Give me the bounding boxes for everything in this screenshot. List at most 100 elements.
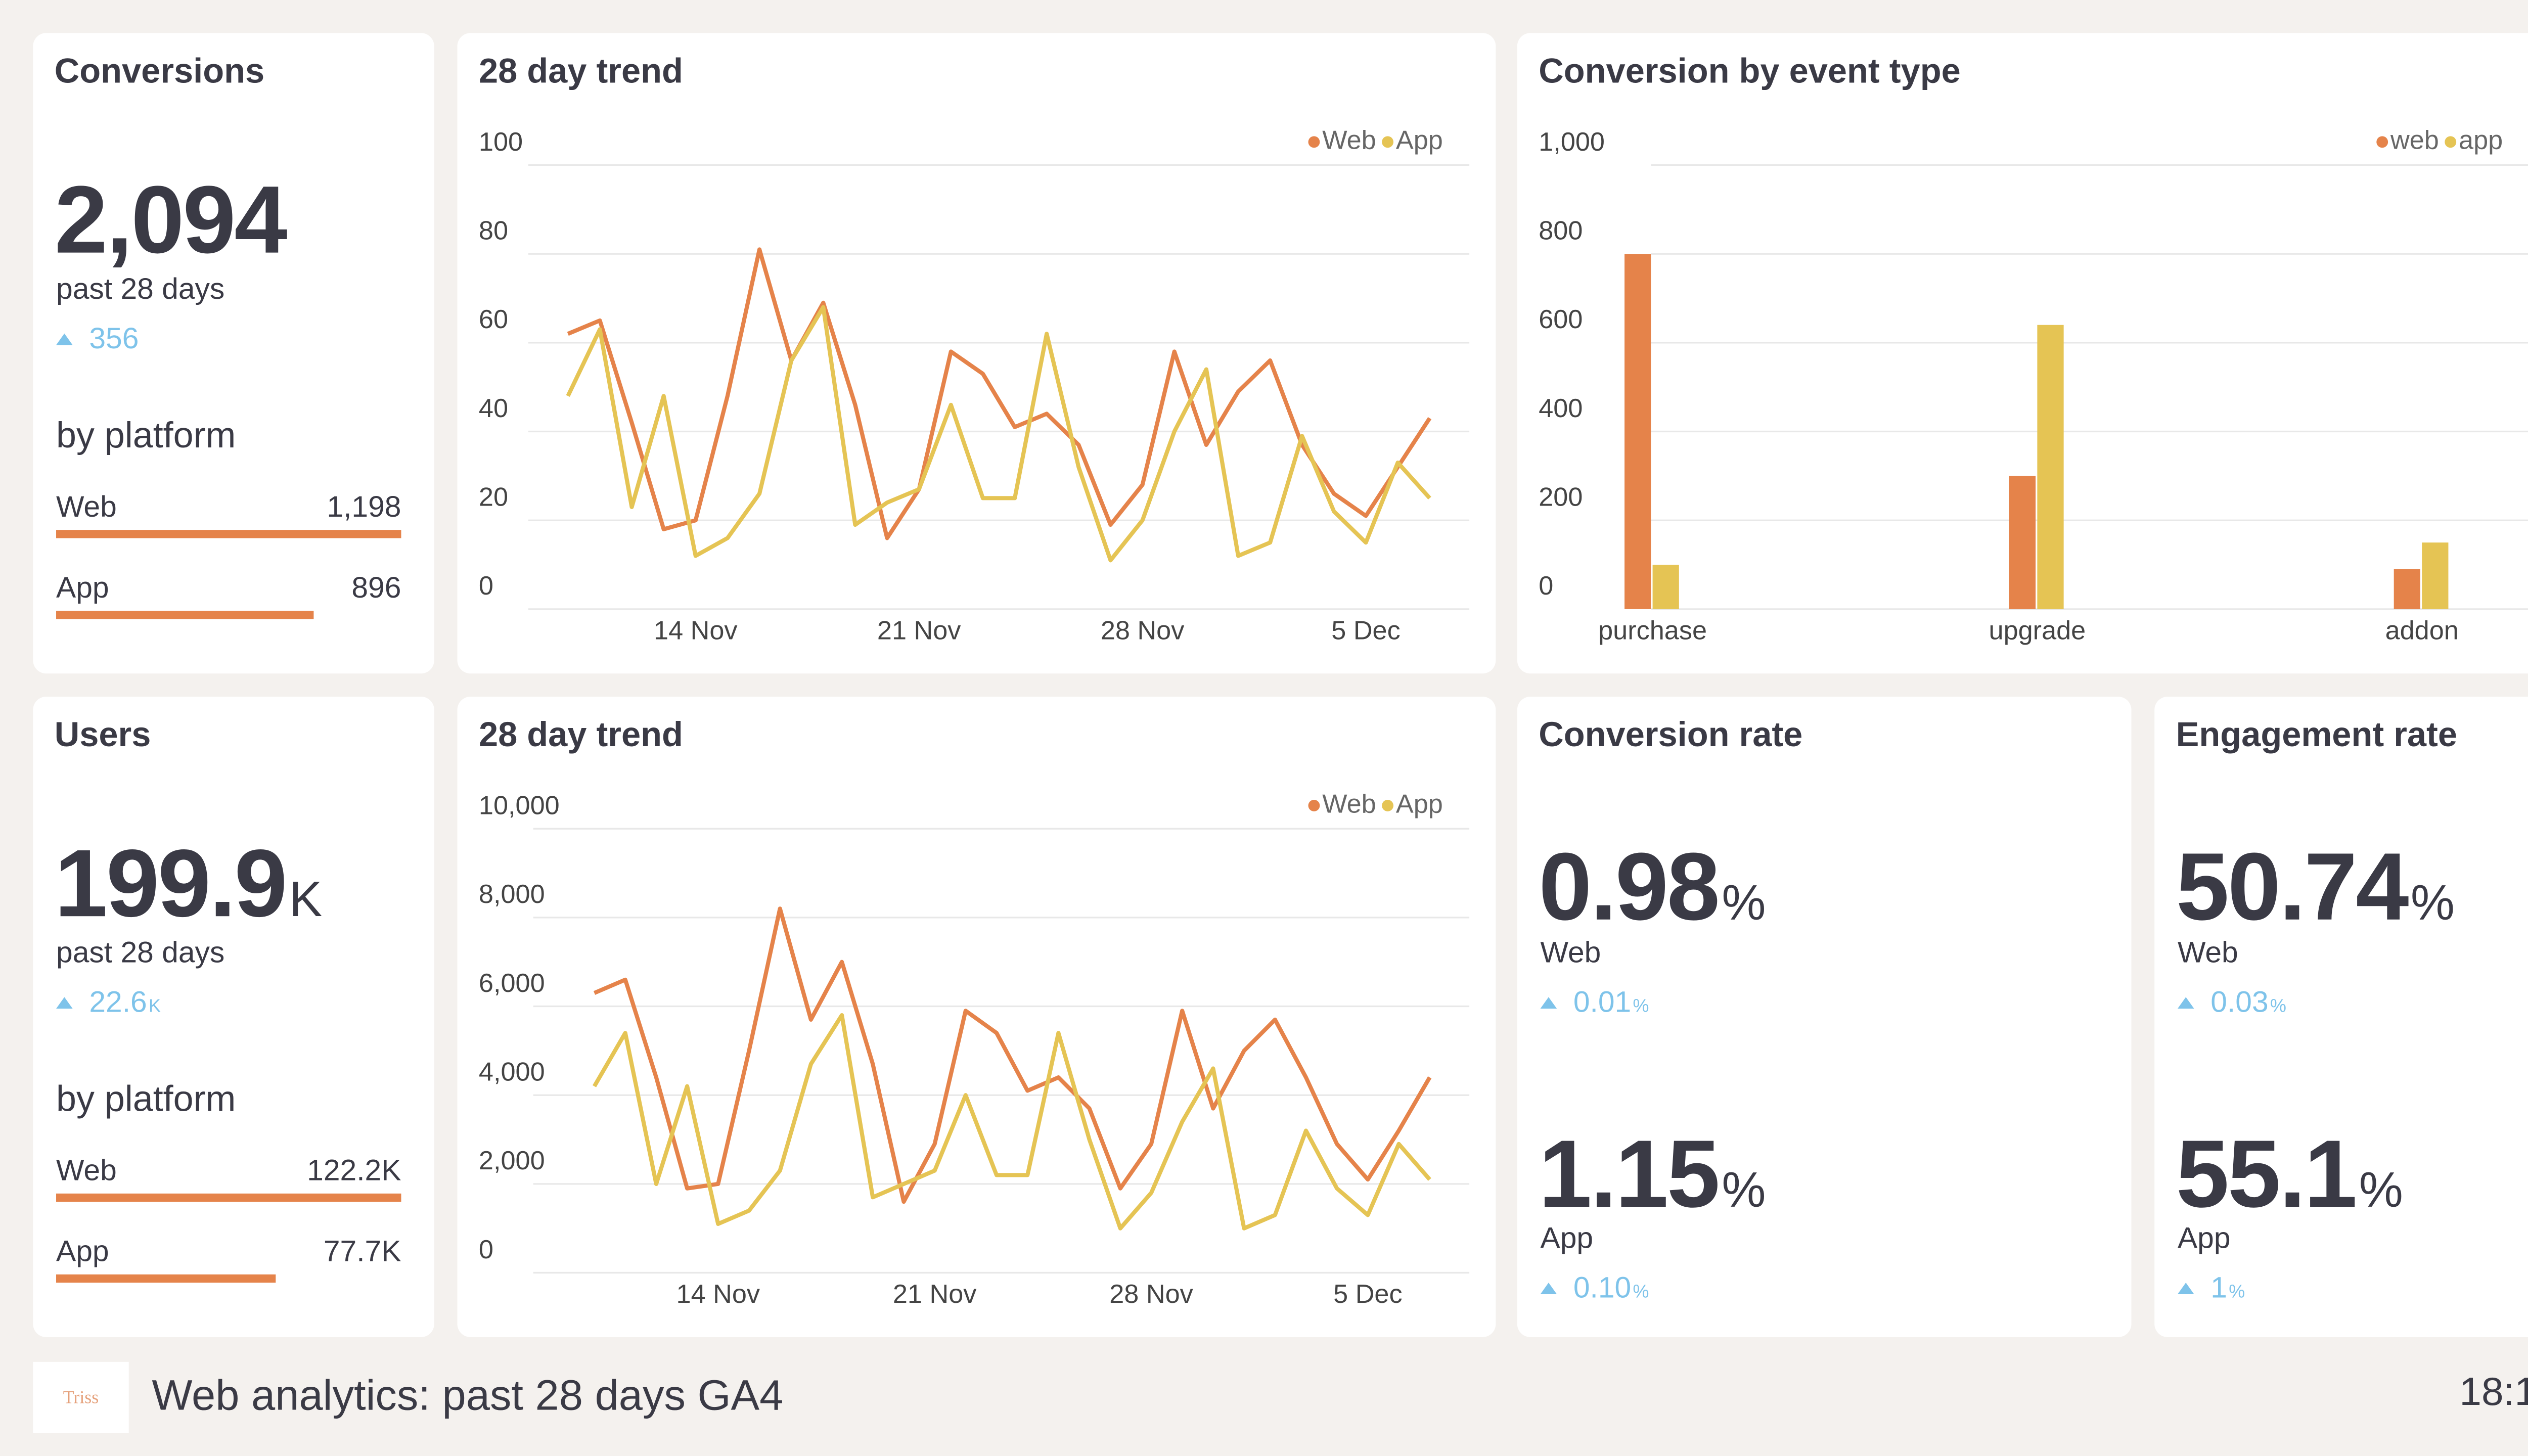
bar: [1624, 254, 1651, 609]
y-tick-label: 100: [479, 127, 523, 157]
card-title: Conversions: [54, 53, 265, 91]
bar: [2009, 476, 2036, 609]
change-value: 356: [89, 322, 139, 355]
change-value: 0.01: [1573, 985, 1632, 1019]
trend-card: 28 day trend 0 20 40 60 80 100 14 Nov 21 Nov 28 …: [457, 33, 1496, 674]
platform-bar: [56, 1193, 401, 1202]
unit: %: [2410, 876, 2455, 931]
up-arrow: [2177, 1283, 2194, 1294]
card-title: Engagement rate: [2176, 716, 2458, 755]
clock: 18:11: [2459, 1370, 2528, 1415]
platform-row: App 77.7K: [56, 1235, 401, 1269]
card-title: 28 day trend: [478, 53, 683, 91]
section-title: by platform: [56, 414, 236, 456]
change: 0.01%: [1540, 985, 1649, 1020]
x-tick-label: 5 Dec: [1333, 1280, 1402, 1309]
line-series: [566, 305, 1431, 563]
conversions-card: Conversions 2,094 past 28 days 356 by pl…: [33, 33, 434, 674]
legend-label: web: [2390, 126, 2439, 155]
y-tick-label: 0: [1539, 571, 1553, 601]
y-tick-label: 0: [479, 571, 493, 601]
change-value: 22.6: [89, 985, 147, 1019]
number: 50.74: [2176, 833, 2409, 941]
unit: %: [1722, 1164, 1766, 1218]
change: 356: [56, 322, 139, 357]
card-title: Conversion rate: [1539, 716, 1803, 755]
platform-value: 896: [351, 571, 401, 605]
platform-value: 77.7K: [323, 1235, 401, 1268]
platform-name: App: [1540, 1221, 1594, 1255]
number: 55.1: [2176, 1121, 2358, 1228]
y-tick-label: 40: [479, 394, 508, 423]
bar: [2394, 569, 2420, 609]
x-tick-label: addon: [2385, 616, 2459, 645]
card-title: Users: [54, 716, 151, 755]
bar: [1652, 565, 1679, 609]
change-unit: %: [1633, 1282, 1649, 1302]
up-arrow: [56, 333, 73, 345]
change-unit: %: [2270, 996, 2286, 1016]
period: past 28 days: [56, 936, 225, 969]
x-tick-label: upgrade: [1989, 616, 2086, 645]
up-arrow: [56, 997, 73, 1009]
number: 199.9: [54, 830, 288, 938]
platform-name: Web: [1540, 936, 1601, 969]
legend-swatch: [2376, 136, 2388, 148]
bar-chart: 0 200 400 600 800 1,000 purchase upgrade addon ap…: [1539, 126, 2528, 645]
up-arrow: [1540, 997, 1557, 1009]
footer-title: Web analytics: past 28 days GA4: [152, 1370, 784, 1420]
number: 0.98: [1539, 833, 1720, 941]
platform-row: Web 1,198: [56, 490, 401, 525]
change-value: 0.10: [1573, 1271, 1632, 1304]
legend-swatch: [1382, 800, 1394, 811]
up-arrow: [1540, 1283, 1557, 1294]
y-tick-label: 20: [479, 483, 508, 512]
platform-name: Web: [2177, 936, 2238, 969]
platform-name: Web: [56, 1154, 117, 1187]
x-tick-label: 14 Nov: [654, 616, 738, 645]
legend-swatch: [1308, 136, 1320, 148]
line-series: [592, 1013, 1431, 1231]
platform-row: App 896: [56, 571, 401, 606]
event-type-card: Conversion by event type 0 200 400 600 800 1,…: [1517, 33, 2528, 674]
platform-row: Web 122.2K: [56, 1154, 401, 1189]
unit: K: [289, 873, 323, 928]
x-tick-label: 28 Nov: [1101, 616, 1185, 645]
y-tick-label: 2,000: [479, 1146, 545, 1175]
legend-label: app: [2459, 126, 2503, 155]
y-tick-label: 80: [479, 216, 508, 246]
platform-bar: [56, 611, 314, 619]
platform-bar: [56, 1274, 276, 1283]
change-unit: %: [2229, 1282, 2245, 1302]
y-tick-label: 1,000: [1539, 127, 1605, 157]
big-number: 1.15%: [1539, 1119, 1766, 1230]
line-chart: 0 20 40 60 80 100 14 Nov 21 Nov 28 Nov 5 Dec App We…: [479, 126, 1470, 645]
legend-label: App: [1396, 126, 1443, 155]
trend-card: 28 day trend 0 2,000 4,000 6,000 8,000 10,000…: [457, 696, 1496, 1337]
change: 0.03%: [2177, 985, 2286, 1020]
legend-label: App: [1396, 789, 1443, 818]
line-chart: 0 2,000 4,000 6,000 8,000 10,000 14 Nov 21 Nov 2…: [479, 789, 1470, 1309]
y-tick-label: 400: [1539, 394, 1583, 423]
x-tick-label: 5 Dec: [1331, 616, 1400, 645]
big-number: 199.9 K: [55, 829, 323, 939]
legend-swatch: [1308, 800, 1320, 811]
logo: Triss: [33, 1361, 129, 1433]
platform-name: App: [56, 571, 109, 605]
unit: %: [2359, 1164, 2403, 1218]
line-series: [567, 247, 1432, 540]
x-tick-label: purchase: [1598, 616, 1707, 645]
y-tick-label: 6,000: [479, 969, 545, 998]
big-number: 2,094: [54, 166, 288, 275]
big-number: 0.98%: [1539, 832, 1766, 943]
x-tick-label: 21 Nov: [877, 616, 961, 645]
platform-name: Web: [56, 490, 117, 524]
users-card: Users 199.9 K past 28 days 22.6 K by platf…: [33, 696, 434, 1337]
y-tick-label: 600: [1539, 305, 1583, 334]
y-tick-label: 800: [1539, 216, 1583, 246]
line-series: [593, 906, 1432, 1204]
change-value: 1: [2210, 1271, 2227, 1304]
